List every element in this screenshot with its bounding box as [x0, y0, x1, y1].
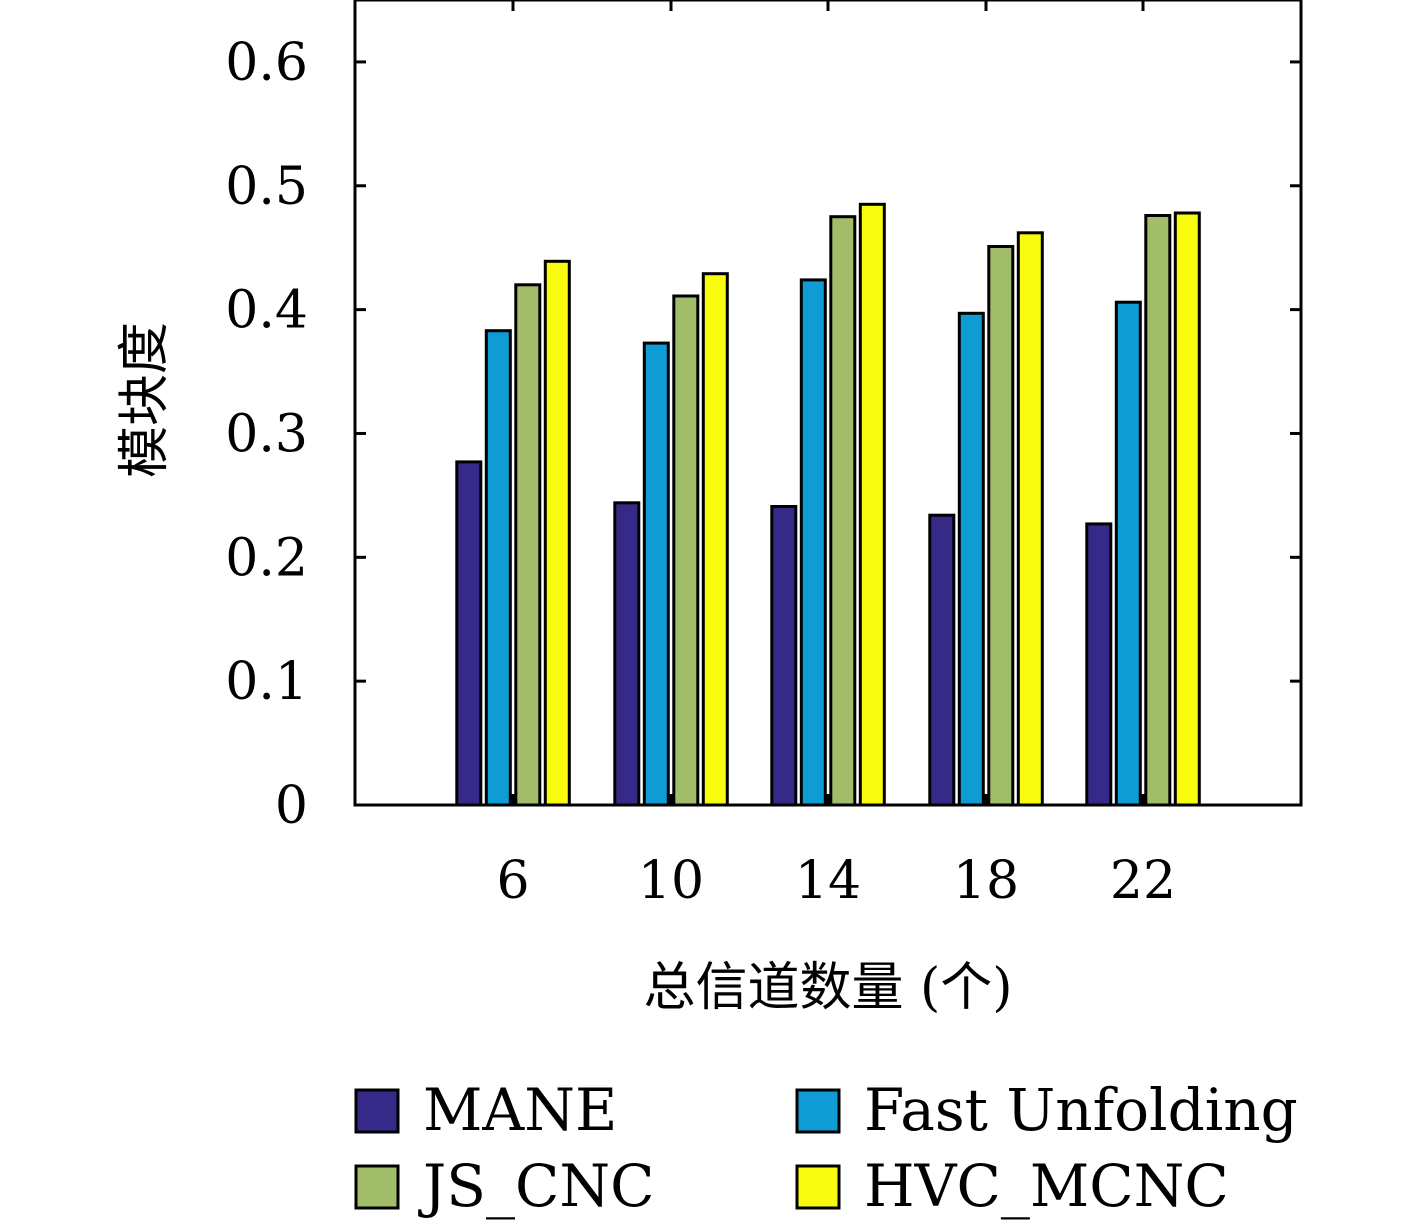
bar-hvc-mcnc-22	[1173, 211, 1201, 807]
legend-item-mane: MANE	[354, 1076, 617, 1144]
bars	[455, 202, 1201, 807]
legend-item-js-cnc: JS_CNC	[354, 1152, 655, 1220]
bar-hvc-mcnc-10	[701, 272, 729, 807]
legend-label: Fast Unfolding	[864, 1076, 1298, 1144]
x-tick-labels: 6 10 14 18 22	[496, 851, 1176, 911]
bar-fast-unfolding-6	[484, 329, 512, 807]
y-tick-label: 0.4	[225, 281, 308, 341]
legend-swatch	[795, 1164, 841, 1210]
bar-mane-14	[770, 505, 798, 807]
bar-js-cnc-6	[514, 283, 542, 807]
x-tick-label: 14	[795, 851, 861, 911]
bar-js-cnc-10	[672, 294, 700, 807]
legend-label: JS_CNC	[418, 1152, 655, 1220]
y-tick-label: 0.3	[225, 404, 308, 464]
axis-ticks	[355, 0, 1301, 807]
y-tick-label: 0.2	[225, 528, 308, 588]
y-tick-label: 0.6	[225, 33, 308, 93]
x-axis-title: 总信道数量 (个)	[643, 958, 1012, 1018]
bar-js-cnc-22	[1144, 214, 1172, 807]
bar-js-cnc-18	[987, 245, 1015, 807]
legend-label: MANE	[423, 1076, 617, 1144]
legend-swatch	[795, 1088, 841, 1134]
legend-label: HVC_MCNC	[864, 1152, 1229, 1220]
bar-fast-unfolding-22	[1114, 300, 1142, 807]
plot-frame	[353, 0, 1303, 807]
y-axis-title: 模块度	[115, 322, 175, 478]
legend-item-hvc-mcnc: HVC_MCNC	[795, 1152, 1229, 1220]
x-tick-label: 6	[496, 851, 529, 911]
y-tick-label: 0.1	[225, 652, 308, 712]
bar-js-cnc-14	[829, 215, 857, 807]
bar-fast-unfolding-14	[799, 278, 827, 807]
x-tick-label: 18	[953, 851, 1019, 911]
bar-hvc-mcnc-6	[543, 259, 571, 807]
legend-item-fast-unfolding: Fast Unfolding	[795, 1076, 1298, 1144]
bar-hvc-mcnc-14	[858, 202, 886, 807]
bar-mane-10	[613, 501, 641, 807]
bar-mane-18	[928, 513, 956, 807]
y-tick-label: 0.5	[225, 157, 308, 217]
bar-mane-6	[455, 460, 483, 807]
x-tick-label: 22	[1110, 851, 1176, 911]
y-tick-labels: 0 0.1 0.2 0.3 0.4 0.5 0.6	[225, 33, 308, 836]
legend: MANE Fast Unfolding JS_CNC HVC_MCNC	[354, 1076, 1298, 1220]
x-tick-label: 10	[638, 851, 704, 911]
bar-fast-unfolding-18	[957, 311, 985, 807]
y-tick-label: 0	[275, 776, 308, 836]
bar-mane-22	[1085, 522, 1113, 807]
bar-hvc-mcnc-18	[1016, 231, 1044, 807]
legend-swatch	[354, 1088, 400, 1134]
legend-swatch	[354, 1164, 400, 1210]
bar-fast-unfolding-10	[642, 341, 670, 807]
